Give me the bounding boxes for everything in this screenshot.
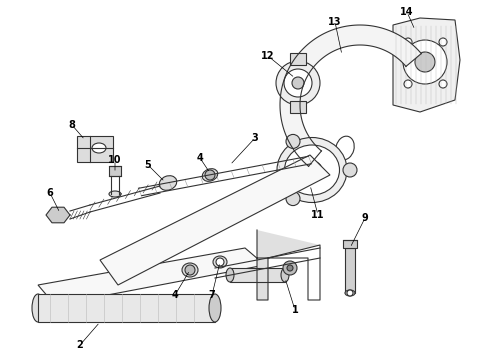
Ellipse shape xyxy=(226,268,234,282)
Text: 3: 3 xyxy=(252,133,258,143)
Polygon shape xyxy=(393,18,460,112)
Polygon shape xyxy=(280,25,421,166)
Ellipse shape xyxy=(336,136,354,160)
Circle shape xyxy=(403,40,447,84)
Text: 4: 4 xyxy=(196,153,203,163)
Text: 4: 4 xyxy=(172,290,178,300)
Ellipse shape xyxy=(32,294,44,322)
Ellipse shape xyxy=(92,143,106,153)
Circle shape xyxy=(292,77,304,89)
Polygon shape xyxy=(100,155,330,285)
Circle shape xyxy=(343,163,357,177)
Circle shape xyxy=(439,80,447,88)
Circle shape xyxy=(205,170,215,180)
Circle shape xyxy=(404,80,412,88)
Ellipse shape xyxy=(345,290,355,296)
Circle shape xyxy=(347,290,353,296)
Polygon shape xyxy=(46,207,70,223)
Polygon shape xyxy=(38,248,265,305)
Text: 14: 14 xyxy=(400,7,414,17)
Circle shape xyxy=(404,38,412,46)
Circle shape xyxy=(185,265,195,275)
Bar xyxy=(343,240,357,248)
Circle shape xyxy=(216,258,224,266)
Text: 8: 8 xyxy=(69,120,75,130)
Circle shape xyxy=(284,69,312,97)
Bar xyxy=(290,101,306,113)
Text: 11: 11 xyxy=(311,210,325,220)
Ellipse shape xyxy=(281,268,289,282)
Ellipse shape xyxy=(302,161,322,179)
Circle shape xyxy=(286,192,300,206)
Text: 13: 13 xyxy=(328,17,342,27)
Text: 6: 6 xyxy=(47,188,53,198)
Circle shape xyxy=(276,61,320,105)
Bar xyxy=(109,166,121,176)
Circle shape xyxy=(439,38,447,46)
Text: 2: 2 xyxy=(76,340,83,350)
Bar xyxy=(77,136,113,162)
Ellipse shape xyxy=(285,145,340,195)
Circle shape xyxy=(287,265,293,271)
Circle shape xyxy=(286,134,300,148)
Polygon shape xyxy=(257,230,320,300)
Circle shape xyxy=(415,52,435,72)
Ellipse shape xyxy=(202,169,218,181)
Ellipse shape xyxy=(209,294,221,322)
Ellipse shape xyxy=(277,138,347,202)
Text: 10: 10 xyxy=(108,155,122,165)
Ellipse shape xyxy=(109,191,121,197)
Bar xyxy=(345,248,355,293)
Ellipse shape xyxy=(182,263,198,277)
Text: 12: 12 xyxy=(261,51,275,61)
Ellipse shape xyxy=(159,176,177,190)
Circle shape xyxy=(283,261,297,275)
Text: 1: 1 xyxy=(292,305,298,315)
Bar xyxy=(38,294,215,322)
Ellipse shape xyxy=(213,256,227,268)
Text: 9: 9 xyxy=(362,213,368,223)
Text: 7: 7 xyxy=(209,290,216,300)
Bar xyxy=(230,268,285,282)
Text: 5: 5 xyxy=(145,160,151,170)
Bar xyxy=(290,53,306,65)
